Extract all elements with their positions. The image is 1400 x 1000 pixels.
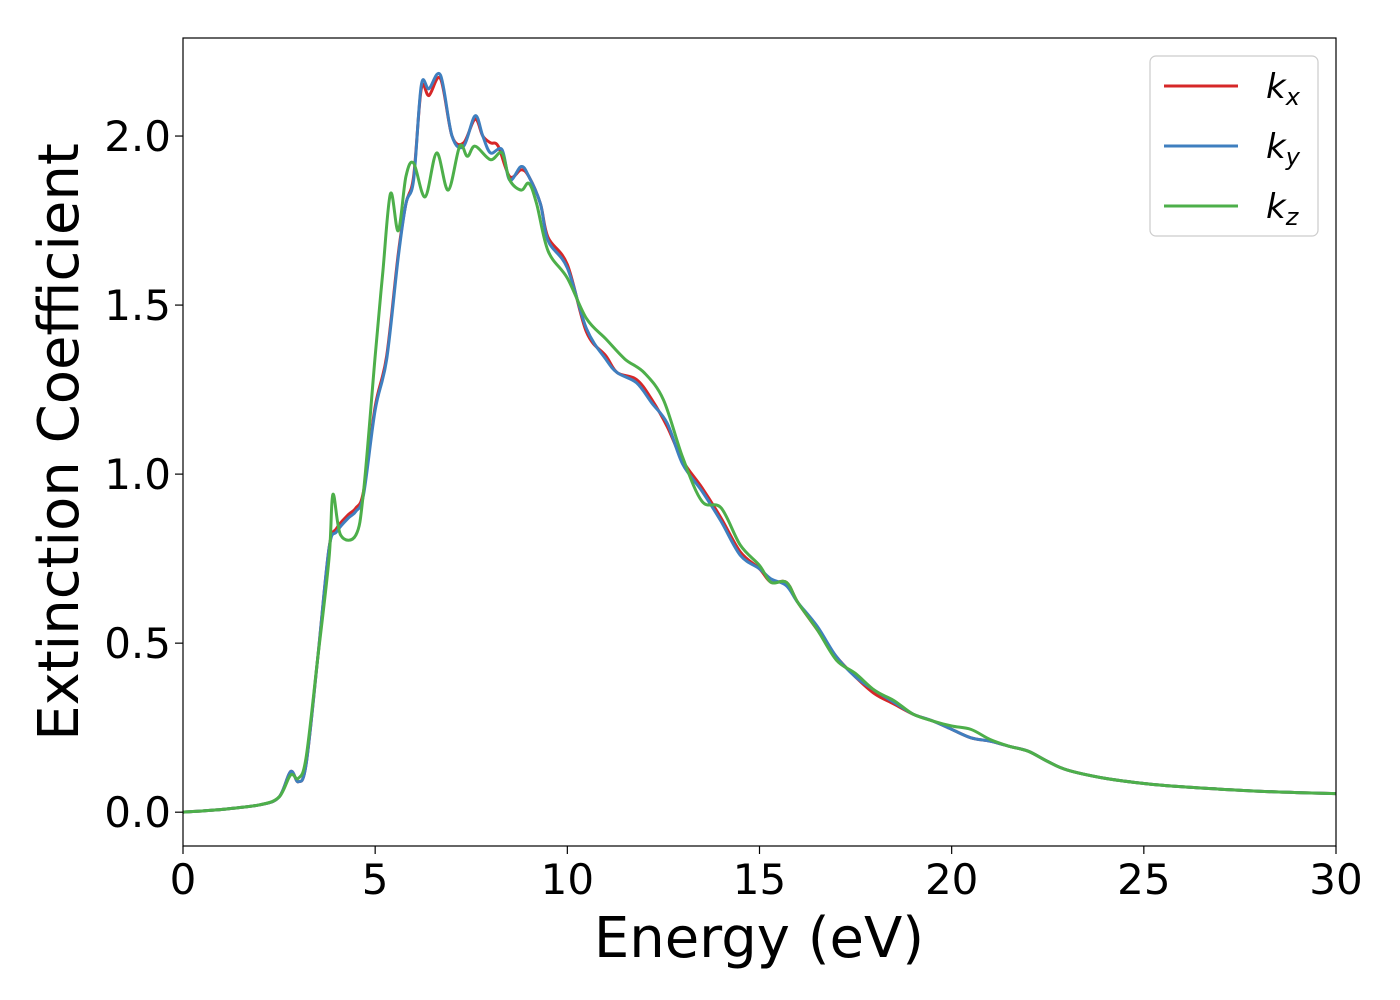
series-layer [182, 71, 1337, 814]
y-tick-label: 0.0 [104, 788, 171, 837]
x-tick-label: 30 [1309, 855, 1362, 904]
x-tick-label: 5 [362, 855, 389, 904]
legend: kx ky kz [1149, 55, 1319, 237]
y-tick-label: 0.5 [104, 619, 171, 668]
x-tick-label: 0 [170, 855, 197, 904]
y-axis: 0.0 0.5 1.0 1.5 2.0 [104, 112, 183, 837]
legend-label-y: ky [1266, 127, 1301, 171]
y-tick-label: 2.0 [104, 112, 171, 161]
legend-label-x: kx [1266, 67, 1301, 111]
x-tick-label: 10 [541, 855, 594, 904]
series-line-y [182, 71, 1337, 814]
x-axis: 0 5 10 15 20 25 30 [170, 846, 1363, 904]
y-tick-label: 1.5 [104, 281, 171, 330]
x-tick-label: 15 [733, 855, 786, 904]
y-axis-label: Extinction Coefficient [27, 143, 92, 741]
plot-area [183, 38, 1336, 846]
series-line-z [182, 143, 1337, 814]
x-tick-label: 25 [1117, 855, 1170, 904]
x-axis-label: Energy (eV) [594, 906, 924, 971]
x-tick-label: 20 [925, 855, 978, 904]
y-tick-label: 1.0 [104, 450, 171, 499]
legend-label-z: kz [1266, 187, 1300, 231]
